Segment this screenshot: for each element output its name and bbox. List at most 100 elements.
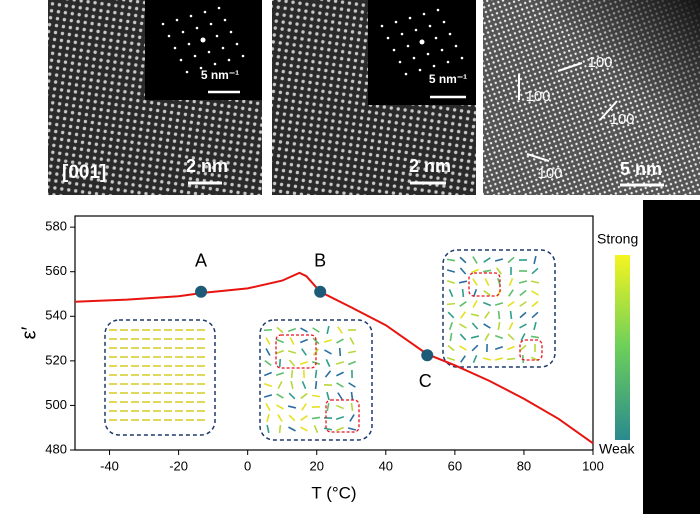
y-tick-label: 540	[45, 308, 67, 323]
spin	[292, 370, 293, 378]
fft-spot	[242, 55, 245, 58]
direction: 100	[609, 111, 634, 128]
y-tick-label: 520	[45, 352, 67, 367]
y-tick-label: 480	[45, 441, 67, 456]
x-axis-label: T (°C)	[311, 483, 356, 502]
fft-scale: 5 nm⁻¹	[429, 72, 467, 86]
colorbar-label: Strong	[597, 231, 638, 247]
direction: 100	[587, 54, 612, 71]
spin	[447, 304, 455, 305]
y-tick-label: 560	[45, 263, 67, 278]
fft-spot	[188, 43, 191, 46]
spin	[510, 311, 511, 319]
fft-spot	[393, 49, 396, 52]
x-tick-label: 100	[582, 458, 604, 473]
y-tick-label: 580	[45, 219, 67, 234]
fft-spot	[423, 13, 426, 16]
fft-spot	[162, 23, 165, 26]
state-point	[421, 349, 433, 361]
fft-spot	[228, 59, 231, 62]
fft-spot	[409, 17, 412, 20]
spin	[315, 370, 316, 378]
spin	[463, 289, 464, 297]
state-point	[314, 286, 326, 298]
spin	[340, 348, 341, 356]
spin-inset	[105, 320, 215, 435]
fft-spot	[461, 57, 464, 60]
fft-spot	[427, 53, 430, 56]
fft-spot	[447, 61, 450, 64]
x-tick-label: 80	[517, 458, 531, 473]
fft-spot	[222, 47, 225, 50]
spin	[280, 425, 281, 433]
fft-spot	[381, 25, 384, 28]
spin	[351, 392, 352, 400]
fft-spot	[437, 9, 440, 12]
chart: 480 500 520 540 560 580 -40 -20 0 20 40 60 80 100 T (°…	[18, 216, 638, 502]
point-label: A	[195, 251, 207, 271]
fft-spot	[443, 21, 446, 24]
fft-spot	[405, 73, 408, 76]
direction: 100	[525, 88, 550, 105]
fft-spot	[419, 69, 422, 72]
fft-spot	[224, 19, 227, 22]
black-strip	[643, 200, 700, 514]
fft-spot	[176, 19, 179, 22]
scale-label: 5 nm	[620, 159, 662, 179]
fft-spot	[216, 35, 219, 38]
x-tick-label: 40	[379, 458, 393, 473]
fft-spot	[168, 35, 171, 38]
fft-spot	[401, 33, 404, 36]
fft-spot	[214, 63, 217, 66]
fft-spot	[429, 25, 432, 28]
fft-spot	[395, 21, 398, 24]
micrograph-2: 2 nm 5 nm⁻¹	[272, 0, 476, 195]
fft-spot	[204, 11, 207, 14]
colorbar-label: Weak	[599, 441, 636, 457]
zone-axis: [001]	[62, 162, 106, 183]
fft-spot	[407, 45, 410, 48]
micrograph-3: 100 100 100 100 5 nm	[483, 0, 700, 195]
spin	[507, 359, 515, 360]
fft-spot	[190, 15, 193, 18]
fft-spot	[413, 57, 416, 60]
fft-spot	[415, 29, 418, 32]
fft-spot	[387, 37, 390, 40]
fft-spot	[180, 59, 183, 62]
colorbar	[615, 255, 630, 440]
fft-scale: 5 nm⁻¹	[201, 68, 239, 82]
fft-spot	[210, 23, 213, 26]
x-tick-label: 20	[309, 458, 323, 473]
point-label: C	[419, 371, 432, 391]
x-tick-label: 60	[448, 458, 462, 473]
fft-spot	[399, 61, 402, 64]
x-tick-label: 0	[244, 458, 251, 473]
spin-inset	[443, 250, 555, 367]
spin	[499, 311, 500, 319]
fft-spot	[420, 40, 425, 45]
fft-spot	[441, 49, 444, 52]
fft-spot	[435, 37, 438, 40]
fft-spot	[208, 51, 211, 54]
fft-spot	[174, 47, 177, 50]
y-tick-label: 500	[45, 397, 67, 412]
micrograph-1: [001] 2 nm 5 nm⁻¹	[48, 0, 262, 195]
spin	[316, 381, 317, 389]
fft-spot	[194, 55, 197, 58]
point-label: B	[314, 251, 326, 271]
fft-spot	[230, 31, 233, 34]
fft-spot	[433, 65, 436, 68]
y-axis-label: ε′	[18, 326, 40, 339]
direction: 100	[537, 165, 562, 182]
x-tick-label: -40	[100, 458, 119, 473]
fft-spot	[449, 33, 452, 36]
x-tick-label: -20	[169, 458, 188, 473]
state-point	[195, 286, 207, 298]
fft-spot	[196, 27, 199, 30]
scale-label: 2 nm	[186, 156, 228, 176]
spin	[352, 403, 353, 411]
fft-spot	[218, 7, 221, 10]
fft-spot	[182, 31, 185, 34]
fft-spot	[200, 67, 203, 70]
